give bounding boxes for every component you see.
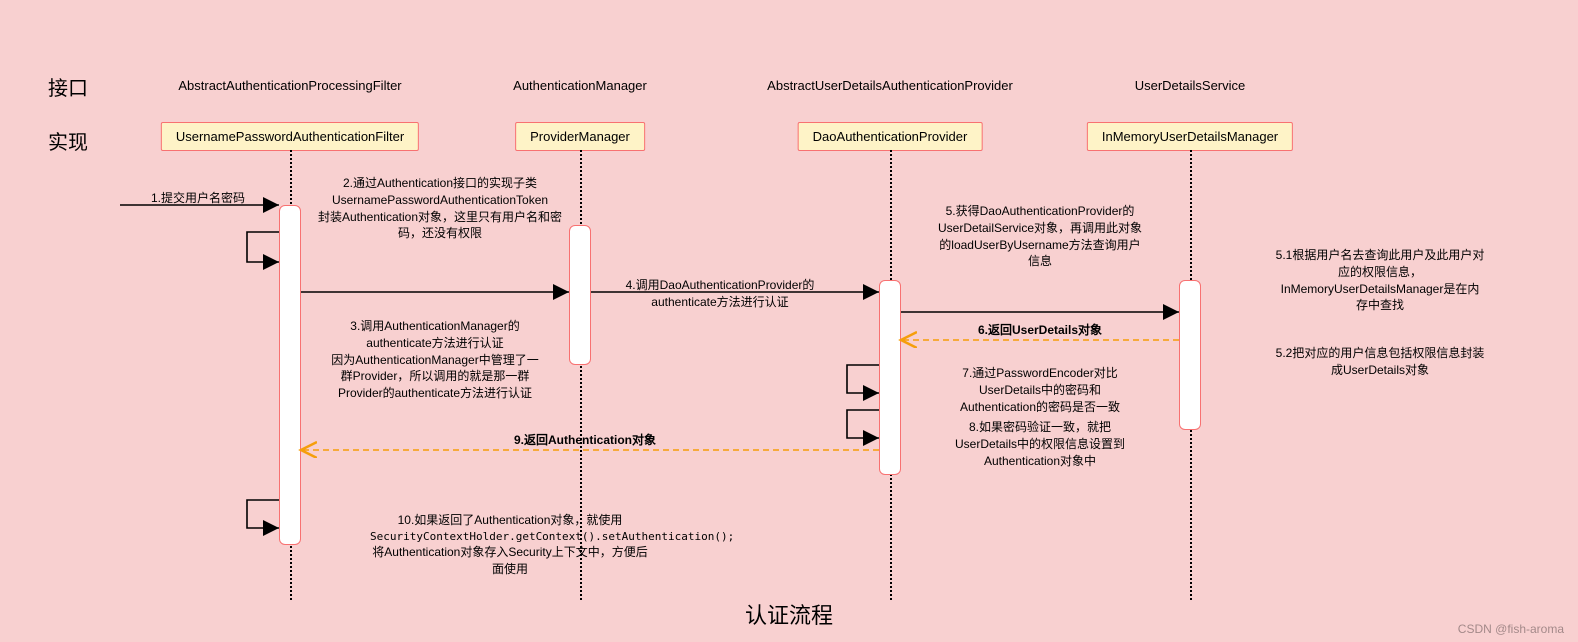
msg-label-m1: 1.提交用户名密码: [58, 190, 338, 207]
impl-box-3: InMemoryUserDetailsManager: [1087, 122, 1293, 151]
row-label-implementation: 实现: [48, 126, 88, 155]
interface-label-3: UserDetailsService: [1135, 78, 1246, 93]
msg-label-m10: 10.如果返回了Authentication对象，就使用SecurityCont…: [370, 512, 650, 578]
interface-label-2: AbstractUserDetailsAuthenticationProvide…: [767, 78, 1013, 93]
msg-label-m9: 9.返回Authentication对象: [445, 432, 725, 449]
watermark: CSDN @fish-aroma: [1458, 622, 1564, 636]
arrows-layer: [0, 0, 1578, 642]
activation-3: [1179, 280, 1201, 430]
msg-label-m52: 5.2把对应的用户信息包括权限信息封装成UserDetails对象: [1240, 345, 1520, 379]
impl-box-1: ProviderManager: [515, 122, 645, 151]
msg-label-m8: 8.如果密码验证一致，就把UserDetails中的权限信息设置到Authent…: [900, 419, 1180, 469]
activation-2: [879, 280, 901, 475]
row-label-interface: 接口: [48, 72, 88, 101]
impl-box-2: DaoAuthenticationProvider: [798, 122, 983, 151]
interface-label-0: AbstractAuthenticationProcessingFilter: [178, 78, 401, 93]
impl-box-0: UsernamePasswordAuthenticationFilter: [161, 122, 419, 151]
msg-label-m5: 5.获得DaoAuthenticationProvider的UserDetail…: [900, 203, 1180, 270]
msg-label-m7: 7.通过PasswordEncoder对比UserDetails中的密码和Aut…: [900, 365, 1180, 415]
msg-label-m2: 2.通过Authentication接口的实现子类UsernamePasswor…: [300, 175, 580, 242]
interface-label-1: AuthenticationManager: [513, 78, 647, 93]
msg-label-m51: 5.1根据用户名去查询此用户及此用户对应的权限信息，InMemoryUserDe…: [1240, 247, 1520, 314]
msg-label-m6: 6.返回UserDetails对象: [900, 322, 1180, 339]
msg-label-m4: 4.调用DaoAuthenticationProvider的authentica…: [580, 277, 860, 311]
msg-label-m3: 3.调用AuthenticationManager的authenticate方法…: [295, 318, 575, 402]
diagram-title: 认证流程: [745, 598, 833, 630]
